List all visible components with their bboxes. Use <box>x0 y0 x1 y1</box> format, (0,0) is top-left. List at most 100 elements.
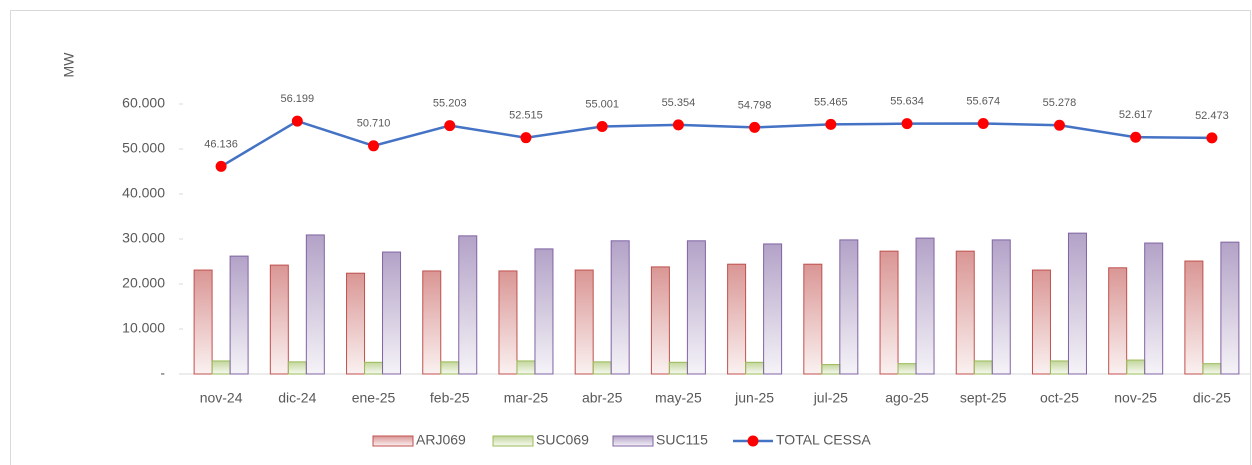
bar <box>458 235 478 375</box>
x-tick-label: may-25 <box>655 390 702 406</box>
bar <box>498 270 518 375</box>
bar <box>1220 241 1240 375</box>
marker <box>291 115 303 127</box>
legend-label: SUC115 <box>656 432 708 448</box>
bar <box>1067 232 1087 375</box>
bar <box>991 239 1011 375</box>
bar <box>592 361 612 375</box>
data-label: 55.634 <box>890 96 924 108</box>
bar <box>305 234 325 375</box>
bar <box>229 255 249 375</box>
x-tick-label: feb-25 <box>430 390 470 406</box>
marker <box>1206 132 1218 144</box>
data-label: 54.798 <box>738 99 772 111</box>
legend-label: TOTAL CESSA <box>776 432 871 448</box>
data-label: 55.465 <box>814 96 848 108</box>
bar <box>440 361 460 375</box>
y-tick-label: 60.000 <box>122 95 165 111</box>
data-label: 52.515 <box>509 110 543 122</box>
bar <box>382 251 402 375</box>
data-label: 46.136 <box>204 138 238 150</box>
bar <box>422 270 442 375</box>
x-tick-label: ene-25 <box>352 390 396 406</box>
chart-frame <box>10 10 1251 465</box>
bar <box>686 240 706 375</box>
y-axis-label: MW <box>61 52 77 78</box>
x-tick-label: oct-25 <box>1040 390 1079 406</box>
data-label: 52.473 <box>1195 110 1229 122</box>
y-tick-label: 40.000 <box>122 185 165 201</box>
y-tick-label: - <box>160 365 165 381</box>
bar <box>955 250 975 375</box>
data-label: 50.710 <box>357 118 391 130</box>
x-tick-label: nov-25 <box>1114 390 1157 406</box>
bar <box>879 250 899 375</box>
legend-swatch <box>492 435 534 447</box>
marker <box>901 118 913 130</box>
bar <box>915 237 935 375</box>
marker <box>368 140 380 152</box>
bar <box>574 269 594 375</box>
bar <box>269 264 289 375</box>
data-label: 55.354 <box>662 97 696 109</box>
marker <box>672 119 684 131</box>
bar <box>821 364 841 375</box>
legend-label: SUC069 <box>536 432 589 448</box>
bar <box>516 360 536 375</box>
x-tick-label: dic-24 <box>278 390 316 406</box>
marker <box>825 118 837 130</box>
x-tick-label: jul-25 <box>813 390 848 406</box>
data-label: 55.203 <box>433 97 467 109</box>
data-label: 56.199 <box>280 93 314 105</box>
marker <box>444 120 456 132</box>
bar <box>763 243 783 375</box>
bar <box>1184 260 1204 375</box>
legend-swatch <box>612 435 654 447</box>
marker <box>1130 131 1142 143</box>
bar <box>193 269 213 375</box>
y-tick-label: 20.000 <box>122 275 165 291</box>
bar <box>745 361 765 375</box>
bar <box>973 360 993 375</box>
marker <box>520 132 532 144</box>
x-tick-label: nov-24 <box>200 390 243 406</box>
x-tick-label: sept-25 <box>960 390 1007 406</box>
bar <box>1202 363 1222 375</box>
marker <box>1053 119 1065 131</box>
marker <box>977 117 989 129</box>
data-label: 52.617 <box>1119 109 1153 121</box>
x-tick-label: abr-25 <box>582 390 623 406</box>
marker <box>596 120 608 132</box>
bar <box>1108 267 1128 375</box>
line <box>220 119 1212 168</box>
bar <box>1049 360 1069 375</box>
data-label: 55.278 <box>1043 97 1077 109</box>
bar <box>1144 242 1164 375</box>
y-tick-label: 50.000 <box>122 140 165 156</box>
bar <box>839 239 859 375</box>
bar <box>1126 359 1146 375</box>
y-tick-label: 30.000 <box>122 230 165 246</box>
x-tick-label: dic-25 <box>1193 390 1231 406</box>
bar <box>610 240 630 375</box>
bar <box>1031 269 1051 375</box>
bar <box>803 263 823 375</box>
legend-swatch <box>372 435 414 447</box>
bar <box>346 272 366 375</box>
marker <box>215 160 227 172</box>
bar <box>897 363 917 375</box>
bar <box>364 361 384 375</box>
x-tick-label: ago-25 <box>885 390 929 406</box>
x-tick-label: mar-25 <box>504 390 549 406</box>
bar <box>727 263 747 375</box>
bar <box>287 361 307 375</box>
legend-label: ARJ069 <box>416 432 466 448</box>
legend-swatch <box>747 435 759 447</box>
bar <box>650 266 670 375</box>
bar <box>668 361 688 375</box>
marker <box>749 121 761 133</box>
x-tick-label: jun-25 <box>734 390 774 406</box>
data-label: 55.674 <box>966 95 1000 107</box>
data-label: 55.001 <box>585 98 619 110</box>
